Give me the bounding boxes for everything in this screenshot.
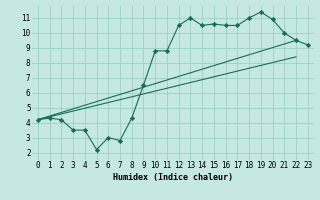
- X-axis label: Humidex (Indice chaleur): Humidex (Indice chaleur): [113, 173, 233, 182]
